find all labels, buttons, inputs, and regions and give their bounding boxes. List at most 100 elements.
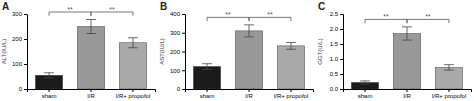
error-bar-cap — [402, 40, 412, 41]
axis-title: ALT(IU/L) — [1, 39, 7, 65]
axis-title: GGT(U/L) — [317, 38, 323, 64]
panel-label: B — [160, 1, 167, 12]
error-bar-cap — [402, 26, 412, 27]
panel-label: A — [2, 1, 9, 12]
x-tick: I/R — [245, 89, 253, 99]
error-bar-cap — [360, 80, 370, 81]
sig-bracket — [207, 17, 249, 21]
tick-label: sham — [200, 93, 215, 99]
axis-line — [24, 15, 28, 90]
x-axis: shamI/RI/R+ propofol — [344, 89, 472, 99]
tick-mark — [365, 89, 366, 92]
error-bar — [202, 64, 212, 70]
tick-mark — [207, 89, 208, 92]
error-bar — [44, 73, 54, 78]
tick-label: 1.0 — [330, 56, 339, 62]
y-tick: 300 — [12, 11, 27, 17]
x-tick: sham — [358, 89, 373, 99]
error-bar-cap — [202, 69, 212, 70]
error-bar-stem — [132, 38, 133, 48]
y-axis: 0.00.51.01.52.02.5 — [330, 11, 344, 92]
sig-label: ** — [67, 6, 73, 13]
tick-mark — [340, 29, 343, 30]
tick-label: sham — [358, 93, 373, 99]
sig-bracket — [365, 19, 407, 23]
error-bar-stem — [207, 64, 208, 70]
sig-label: ** — [383, 13, 389, 20]
axis-line — [186, 90, 314, 93]
error-bar-stem — [448, 65, 449, 70]
error-bar — [444, 65, 454, 70]
tick-mark — [340, 74, 343, 75]
tick-mark — [182, 52, 185, 53]
x-tick: I/R+ propofol — [116, 89, 151, 99]
error-bar-cap — [128, 37, 138, 38]
tick-label: 100 — [170, 68, 181, 74]
sig-bracket — [49, 12, 91, 16]
axis-title: AST(IU/L) — [159, 38, 165, 65]
tick-mark — [340, 89, 343, 90]
y-tick: 100 — [12, 61, 27, 67]
tick-mark — [249, 89, 250, 92]
tick-mark — [182, 33, 185, 34]
tick-mark — [49, 89, 50, 92]
tick-label: 0.5 — [330, 71, 339, 77]
bar — [119, 43, 146, 89]
y-tick: 1.0 — [330, 56, 343, 62]
error-bar — [128, 38, 138, 48]
y-axis: 0100200300400 — [170, 11, 186, 92]
error-bar — [244, 25, 254, 37]
bar — [277, 46, 304, 89]
plot-area — [193, 25, 304, 89]
error-bar-cap — [244, 24, 254, 25]
error-bar-cap — [360, 83, 370, 84]
tick-label: 200 — [170, 49, 181, 55]
error-bar-cap — [86, 33, 96, 34]
y-tick: 100 — [170, 68, 185, 74]
y-tick: 2.5 — [330, 11, 343, 17]
error-bar-cap — [86, 19, 96, 20]
tick-label: 2.0 — [330, 26, 339, 32]
plot-area — [35, 20, 146, 90]
tick-mark — [91, 89, 92, 92]
tick-label: I/R+ propofol — [274, 93, 309, 99]
tick-mark — [182, 14, 185, 15]
x-axis: shamI/RI/R+ propofol — [28, 89, 156, 99]
x-tick: I/R+ propofol — [432, 89, 467, 99]
error-bar-cap — [128, 47, 138, 48]
sig-label: ** — [425, 13, 431, 20]
error-bar — [86, 20, 96, 34]
sig-label: ** — [109, 6, 115, 13]
bar — [235, 31, 262, 89]
y-tick: 0.5 — [330, 71, 343, 77]
error-bar-stem — [365, 81, 366, 84]
tick-mark — [132, 89, 133, 92]
bar — [77, 27, 104, 90]
tick-label: 400 — [170, 11, 181, 17]
error-bar-cap — [286, 49, 296, 50]
tick-label: 100 — [12, 61, 23, 67]
tick-label: 0 — [19, 86, 23, 92]
error-bar-stem — [49, 73, 50, 78]
tick-mark — [24, 64, 27, 65]
axis-line — [344, 90, 472, 93]
bar — [393, 34, 420, 90]
sig-label: ** — [267, 11, 273, 18]
tick-mark — [448, 89, 449, 92]
y-tick: 1.5 — [330, 41, 343, 47]
error-bar-cap — [444, 70, 454, 71]
y-axis: 0100200300 — [12, 11, 28, 92]
sig-bracket — [407, 19, 449, 23]
y-tick: 400 — [170, 11, 185, 17]
x-tick: sham — [200, 89, 215, 99]
tick-mark — [407, 89, 408, 92]
error-bar-stem — [407, 27, 408, 40]
error-bar-stem — [91, 20, 92, 34]
axis-line — [28, 90, 156, 93]
bar — [193, 67, 220, 90]
tick-mark — [24, 89, 27, 90]
error-bar — [286, 43, 296, 50]
tick-label: 2.5 — [330, 11, 339, 17]
tick-label: I/R — [245, 93, 253, 99]
annotations: **** — [207, 11, 291, 21]
